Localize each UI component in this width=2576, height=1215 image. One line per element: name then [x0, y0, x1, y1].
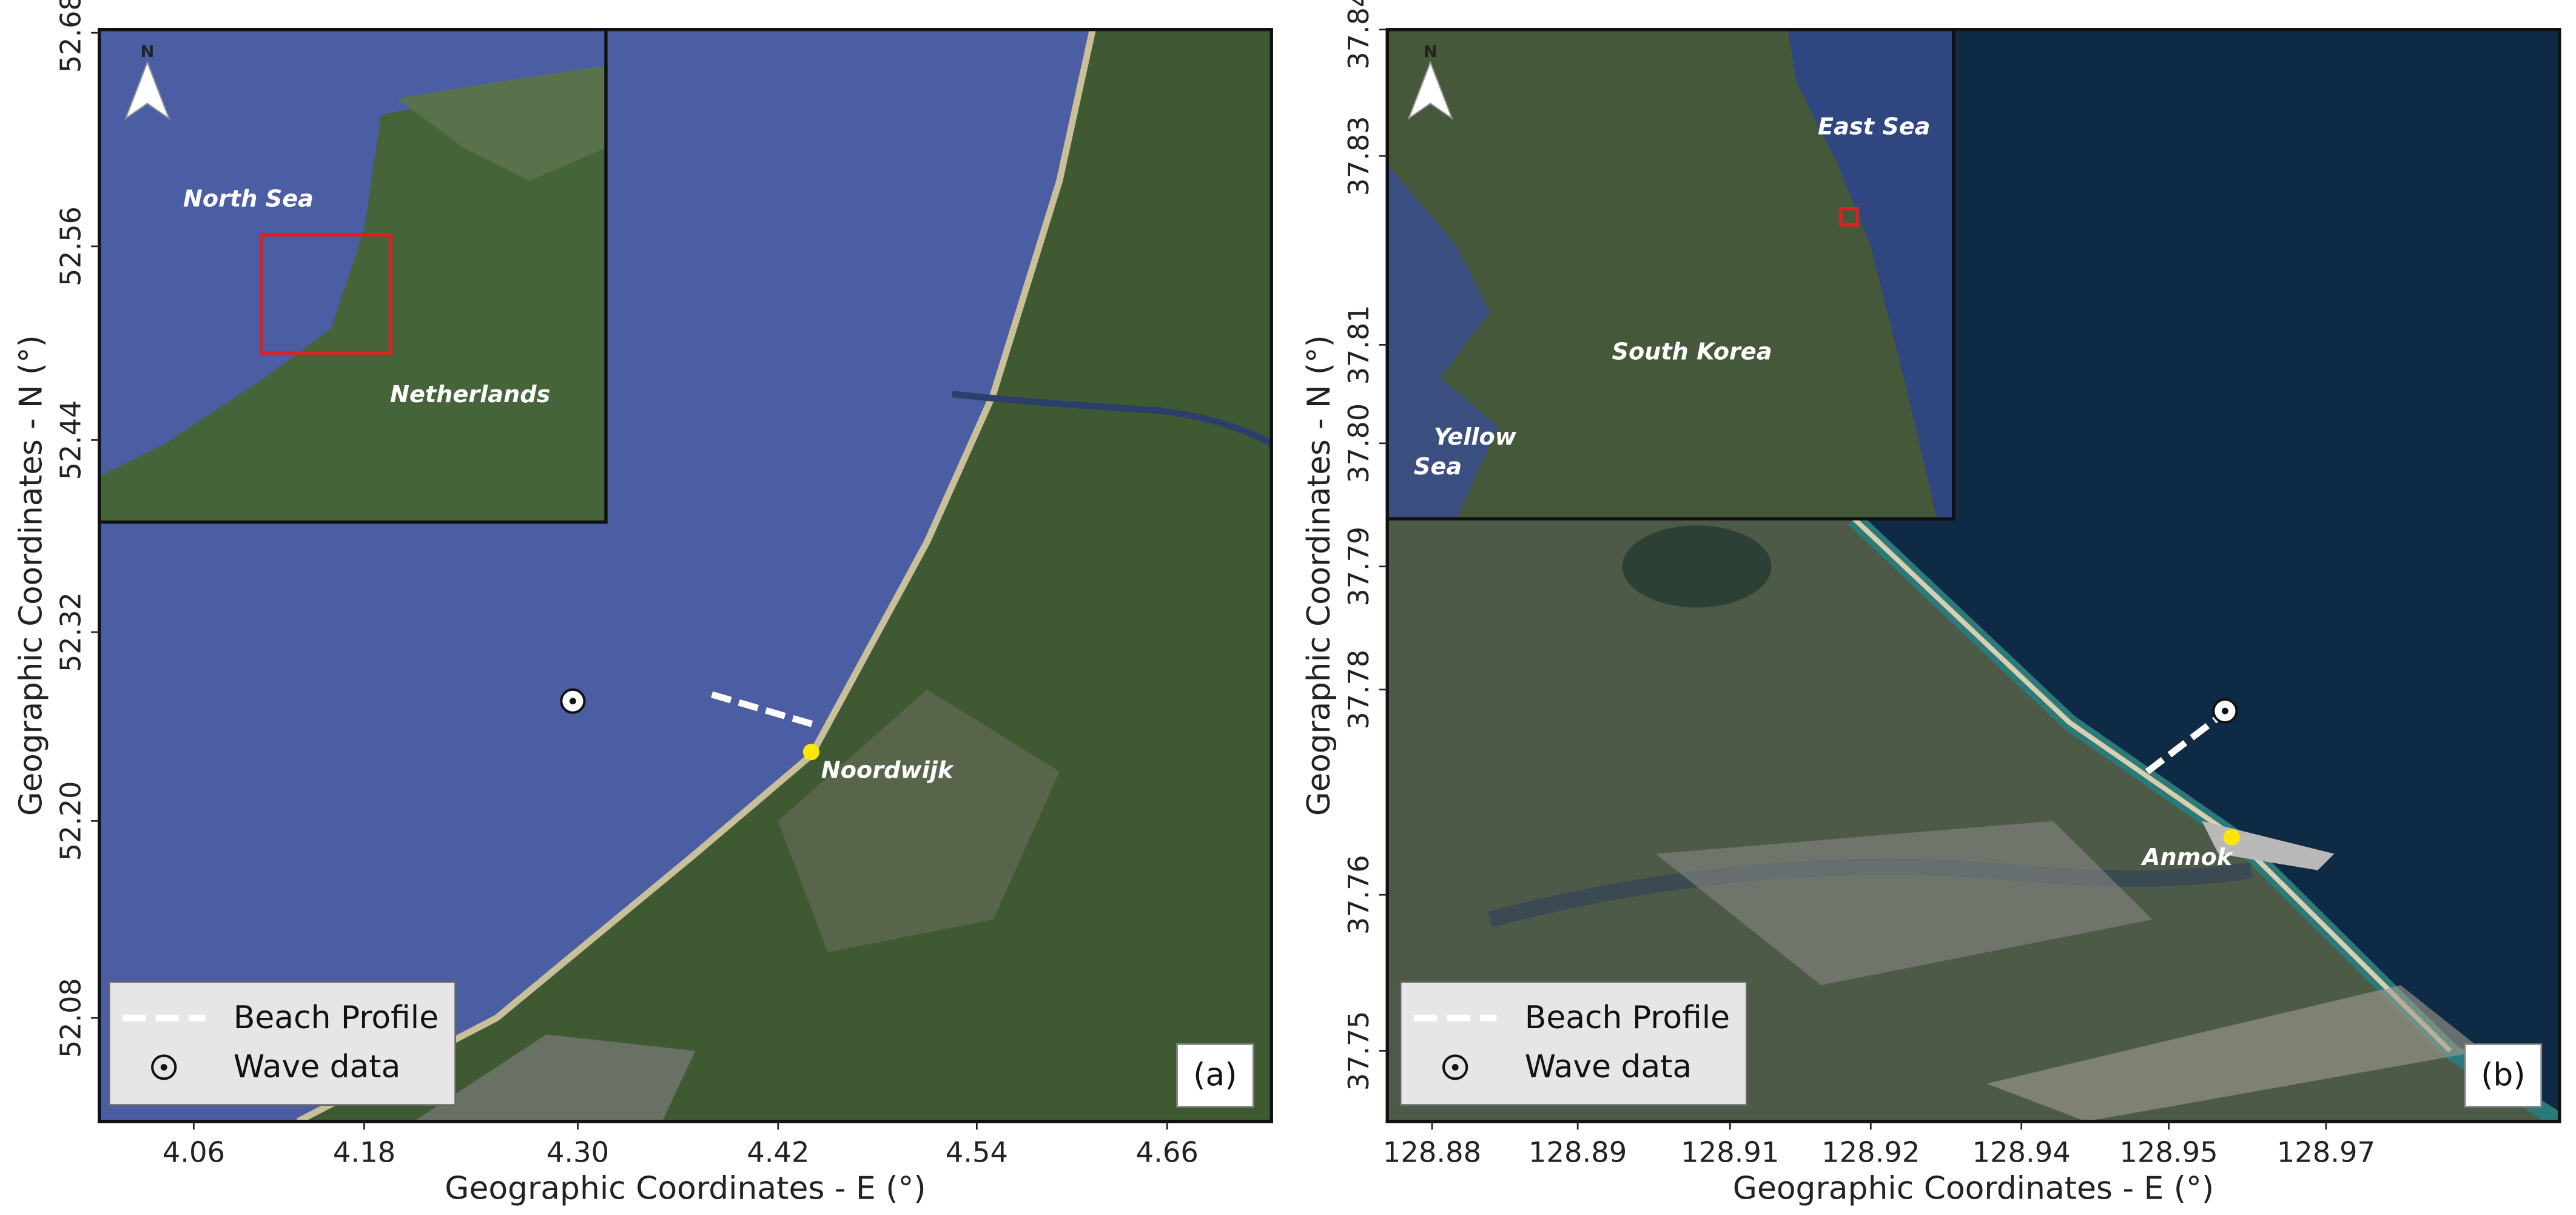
x-tick-label: 4.42: [747, 1136, 809, 1168]
x-tick-label: 128.89: [1528, 1136, 1627, 1168]
x-tick-label: 4.30: [546, 1136, 609, 1168]
map-a: [99, 29, 1272, 1122]
wave-point-dot: [569, 698, 576, 705]
panel-label: (a): [1193, 1057, 1237, 1094]
site-label: Anmok: [2141, 844, 2234, 870]
y-tick-label: 37.76: [1342, 855, 1375, 935]
x-tick-label: 4.18: [333, 1136, 395, 1168]
site-label: Noordwijk: [821, 757, 955, 784]
site-marker: [802, 744, 820, 761]
panel-label-box: [2464, 1043, 2543, 1108]
inset-label: North Sea: [183, 186, 314, 212]
x-tick-label: 4.54: [946, 1136, 1008, 1168]
inset-label: Sea: [1414, 453, 1462, 480]
panel-label-box: [1176, 1043, 1254, 1108]
legend-entry: Wave data: [234, 1049, 401, 1085]
beach-profile: [711, 691, 819, 729]
x-tick-label: 128.97: [2277, 1136, 2375, 1168]
x-axis-label: Geographic Coordinates - E (°): [1733, 1171, 2214, 1207]
x-tick-label: 128.94: [1972, 1136, 2070, 1168]
y-tick-label: 52.44: [54, 400, 87, 480]
y-axis-label: Geographic Coordinates - N (°): [1301, 335, 1337, 816]
inset-label: Netherlands: [390, 381, 550, 408]
y-tick-label: 37.81: [1342, 305, 1375, 385]
legend-entry: Beach Profile: [234, 1000, 439, 1036]
y-tick-label: 37.84: [1342, 0, 1375, 70]
x-tick-label: 4.66: [1136, 1136, 1199, 1168]
legend-wave-dot: [160, 1063, 167, 1071]
north-label: N: [1424, 42, 1438, 61]
wave-point-dot: [2221, 707, 2228, 715]
y-tick-label: 52.20: [54, 781, 87, 861]
inset-b: [1385, 28, 1956, 521]
y-tick-label: 37.78: [1342, 650, 1375, 730]
inset-a: [98, 28, 608, 524]
x-tick-label: 128.91: [1681, 1136, 1779, 1168]
north-label: N: [140, 42, 154, 61]
y-tick-label: 52.68: [54, 0, 87, 73]
x-tick-label: 4.06: [163, 1136, 225, 1168]
inset-label: East Sea: [1818, 113, 1930, 140]
panel-label: (b): [2481, 1057, 2525, 1094]
legend-wave: [151, 1054, 177, 1080]
x-tick-label: 128.88: [1383, 1136, 1481, 1168]
y-tick-label: 52.32: [54, 592, 87, 672]
inset-label: Yellow: [1434, 423, 1517, 450]
y-axis-label: Geographic Coordinates - N (°): [13, 335, 49, 816]
x-tick-label: 128.95: [2119, 1136, 2218, 1168]
inset-label: South Korea: [1612, 338, 1772, 365]
x-axis-label: Geographic Coordinates - E (°): [445, 1171, 926, 1207]
site-marker: [2223, 829, 2240, 846]
legend-entry: Wave data: [1525, 1049, 1692, 1085]
legend-wave-dot: [1451, 1063, 1459, 1071]
y-tick-label: 37.75: [1342, 1011, 1375, 1091]
legend-box: [1399, 981, 1747, 1106]
x-tick-label: 128.92: [1821, 1136, 1920, 1168]
y-tick-label: 37.80: [1342, 403, 1375, 483]
legend-entry: Beach Profile: [1525, 1000, 1730, 1036]
legend-wave: [1442, 1054, 1468, 1080]
y-tick-label: 52.56: [54, 206, 87, 286]
y-tick-label: 52.08: [54, 978, 87, 1058]
legend-box: [108, 981, 456, 1106]
y-tick-label: 37.79: [1342, 527, 1375, 607]
beach-profile: [2145, 715, 2221, 775]
y-tick-label: 37.83: [1342, 116, 1375, 196]
